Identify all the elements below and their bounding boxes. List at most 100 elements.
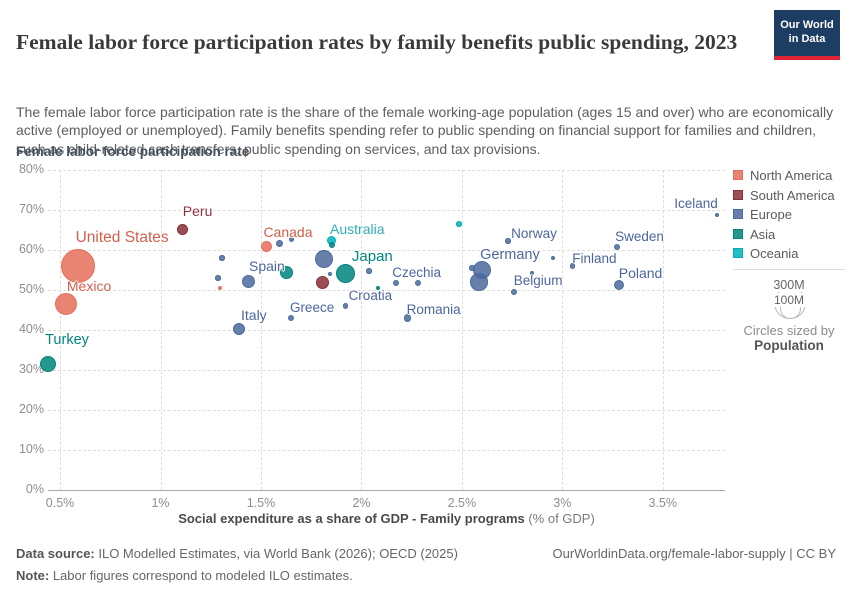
country-label[interactable]: Romania [406, 301, 461, 317]
data-point-iceland[interactable] [714, 213, 719, 217]
data-point-italy[interactable] [232, 323, 245, 335]
data-point-turkey[interactable] [40, 356, 56, 372]
country-label[interactable]: Norway [511, 225, 557, 241]
data-point[interactable] [327, 271, 333, 277]
country-label[interactable]: Peru [182, 202, 213, 219]
data-point-united-states[interactable] [61, 249, 96, 283]
data-point[interactable] [456, 221, 462, 227]
x-tick-label: 3.5% [648, 496, 678, 510]
data-point-sweden[interactable] [613, 244, 620, 250]
data-point[interactable] [529, 270, 535, 276]
country-label[interactable]: Greece [289, 299, 335, 315]
data-point-peru[interactable] [177, 223, 189, 235]
gridline-horizontal [48, 450, 725, 451]
data-point[interactable] [470, 273, 488, 291]
x-tick-label: 3% [553, 496, 572, 510]
note-label: Note: [16, 568, 50, 583]
data-point-poland[interactable] [613, 280, 624, 290]
country-label[interactable]: Czechia [392, 264, 442, 280]
data-point-spain[interactable] [242, 274, 256, 288]
data-point[interactable] [315, 250, 334, 268]
y-tick-label: 20% [18, 402, 44, 416]
data-point[interactable] [215, 275, 221, 281]
y-tick-label: 0% [25, 482, 44, 496]
country-label[interactable]: Spain [248, 258, 285, 275]
country-label[interactable]: Belgium [513, 273, 563, 289]
data-point[interactable] [315, 275, 329, 289]
legend-item-oceania[interactable]: Oceania [733, 247, 845, 260]
gridline-vertical [562, 170, 564, 490]
gridline-horizontal [48, 290, 725, 291]
legend-swatch [733, 228, 743, 239]
data-point-canada[interactable] [261, 240, 273, 252]
data-point[interactable] [329, 242, 336, 248]
country-label[interactable]: Mexico [66, 277, 112, 294]
data-point[interactable] [219, 255, 225, 261]
data-point-croatia[interactable] [342, 303, 349, 309]
legend-item-south-america[interactable]: South America [733, 189, 845, 202]
gridline-vertical [461, 170, 463, 490]
gridline-horizontal [48, 490, 725, 491]
data-point[interactable] [366, 268, 372, 274]
owid-logo[interactable]: Our World in Data [774, 10, 840, 60]
y-tick-label: 60% [18, 242, 44, 256]
legend-label: South America [750, 187, 835, 203]
data-point-greece[interactable] [288, 315, 295, 321]
country-label[interactable]: Japan [351, 248, 393, 266]
owid-logo-line1: Our World [780, 19, 834, 31]
data-point[interactable] [217, 285, 223, 291]
y-tick-label: 50% [18, 282, 44, 296]
data-point[interactable] [469, 265, 475, 271]
gridline-vertical [361, 170, 363, 490]
data-point-romania[interactable] [403, 314, 412, 322]
data-point-belgium[interactable] [510, 288, 518, 296]
data-point[interactable] [392, 280, 399, 286]
note-line: Note: Labor figures correspond to modele… [16, 568, 836, 583]
gridline-horizontal [48, 250, 725, 251]
owid-logo-line2: in Data [788, 33, 826, 46]
chart-subtitle: The female labor force participation rat… [16, 104, 834, 157]
country-label[interactable]: Sweden [615, 228, 664, 244]
note-text: Labor figures correspond to modeled ILO … [49, 568, 353, 583]
data-point[interactable] [275, 239, 283, 247]
legend-item-europe[interactable]: Europe [733, 208, 845, 221]
country-label[interactable]: Canada [263, 223, 313, 240]
country-label[interactable]: Australia [330, 221, 385, 238]
country-label[interactable]: Poland [618, 264, 663, 281]
x-axis-title: Social expenditure as a share of GDP - F… [48, 511, 725, 526]
legend-swatch [733, 248, 743, 258]
x-tick-label: 2% [352, 496, 371, 510]
data-source-text: ILO Modelled Estimates, via World Bank (… [94, 546, 458, 561]
data-point-norway[interactable] [505, 238, 511, 244]
x-axis-title-suffix: (% of GDP) [524, 511, 595, 526]
country-label[interactable]: Italy [241, 307, 267, 324]
data-point[interactable] [550, 255, 556, 261]
gridline-horizontal [48, 370, 725, 371]
data-point-czechia[interactable] [414, 280, 421, 286]
size-legend-small-label: 100M [771, 293, 807, 307]
country-label[interactable]: Finland [572, 250, 617, 266]
data-point[interactable] [376, 286, 381, 290]
legend-label: Oceania [750, 246, 799, 261]
legend-label: North America [750, 168, 833, 183]
owid-link[interactable]: OurWorldinData.org/female-labor-supply |… [552, 546, 836, 561]
data-point-japan[interactable] [335, 263, 355, 283]
legend-items: North America South America Europe Asia Ocea… [733, 169, 845, 260]
legend-item-north-america[interactable]: North America [733, 169, 845, 182]
country-label[interactable]: Croatia [348, 287, 393, 303]
x-axis-title-bold: Social expenditure as a share of GDP - F… [178, 511, 525, 526]
data-point[interactable] [288, 236, 294, 242]
y-axis-title: Female labor force participation rate [16, 144, 250, 159]
data-point-finland[interactable] [569, 263, 576, 269]
chart-footer: Data source: ILO Modelled Estimates, via… [16, 546, 836, 583]
country-label[interactable]: United States [75, 228, 169, 246]
gridline-vertical [662, 170, 664, 490]
data-source-line: Data source: ILO Modelled Estimates, via… [16, 546, 458, 561]
data-point-mexico[interactable] [55, 293, 78, 315]
data-point[interactable] [279, 265, 293, 279]
country-label[interactable]: Germany [480, 246, 540, 263]
legend-item-asia[interactable]: Asia [733, 228, 845, 241]
size-legend-caption: Circles sized by [743, 323, 835, 338]
country-label[interactable]: Turkey [45, 331, 89, 348]
country-label[interactable]: Iceland [674, 196, 718, 212]
